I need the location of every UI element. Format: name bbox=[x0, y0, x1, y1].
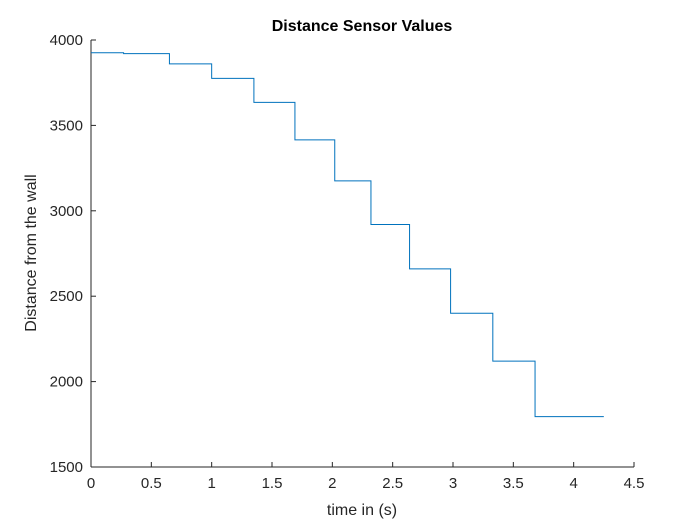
x-tick-label: 1 bbox=[207, 475, 215, 492]
x-tick-label: 1.5 bbox=[262, 475, 283, 492]
y-tick-label: 4000 bbox=[50, 32, 83, 49]
x-tick-label: 3 bbox=[449, 475, 457, 492]
y-tick-label: 3500 bbox=[50, 117, 83, 134]
plot-area bbox=[90, 40, 634, 468]
x-tick-label: 0 bbox=[87, 475, 95, 492]
y-tick-label: 2000 bbox=[50, 374, 83, 391]
x-tick-label: 2 bbox=[328, 475, 336, 492]
y-tick-label: 2500 bbox=[50, 288, 83, 305]
x-axis-label: time in (s) bbox=[327, 502, 397, 519]
series-line bbox=[91, 52, 604, 418]
y-axis-ticks: 1500 2000 2500 3000 3500 4000 bbox=[50, 32, 96, 476]
x-tick-label: 4.5 bbox=[624, 475, 645, 492]
y-tick-label: 3000 bbox=[50, 203, 83, 220]
x-tick-label: 0.5 bbox=[141, 475, 162, 492]
x-tick-label: 3.5 bbox=[503, 475, 524, 492]
chart-title: Distance Sensor Values bbox=[272, 18, 453, 35]
series-layer bbox=[91, 52, 604, 418]
x-tick-label: 2.5 bbox=[382, 475, 403, 492]
x-tick-label: 4 bbox=[569, 475, 577, 492]
y-tick-label: 1500 bbox=[50, 459, 83, 476]
y-axis-label: Distance from the wall bbox=[23, 174, 40, 331]
x-axis-ticks: 0 0.5 1 1.5 2 2.5 3 3.5 4 4.5 bbox=[87, 462, 645, 492]
